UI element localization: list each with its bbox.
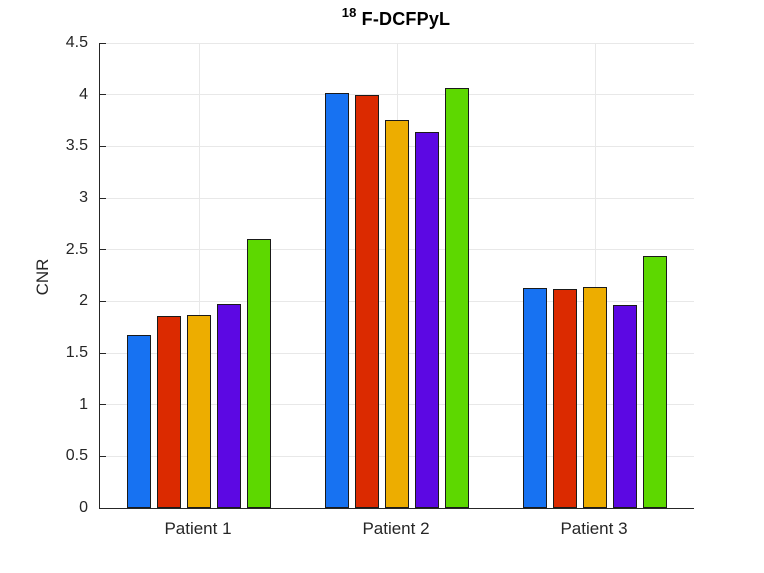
x-tick-label: Patient 1 [164, 519, 232, 538]
title-text: F-DCFPyL [361, 9, 451, 29]
title-superscript: 18 [341, 5, 357, 20]
plot-area [99, 42, 694, 509]
x-gridline [198, 43, 200, 508]
y-tick-label: 4.5 [65, 34, 88, 51]
bar-series-5-green [445, 88, 469, 508]
y-tick-mark [100, 352, 106, 354]
bar-series-3-orange [187, 315, 211, 508]
chart-title: 18 F-DCFPyL [99, 5, 693, 30]
bar-series-2-red [355, 95, 379, 508]
y-tick-mark [100, 300, 106, 302]
y-tick-mark [100, 197, 106, 199]
y-tick-label: 2 [79, 292, 88, 310]
y-tick-label: 2.5 [65, 240, 88, 258]
y-tick-label: 1 [79, 395, 88, 413]
x-tick-label: Patient 3 [560, 519, 628, 538]
bar-series-2-red [553, 289, 577, 508]
bar-series-3-orange [385, 120, 409, 508]
y-tick-mark [100, 404, 106, 406]
bar-series-3-orange [583, 287, 607, 508]
y-tick-label: 3.5 [65, 137, 88, 155]
bar-series-1-blue [127, 335, 151, 508]
bar-series-4-purple [613, 305, 637, 508]
y-tick-label: 0.5 [65, 447, 88, 465]
bar-series-2-red [157, 316, 181, 508]
y-tick-label: 4 [79, 85, 88, 103]
y-tick-mark [100, 455, 106, 457]
bar-series-1-blue [325, 93, 349, 508]
y-tick-label: 3 [79, 189, 88, 206]
x-tick-label: Patient 2 [362, 519, 430, 538]
y-tick-label: 1.5 [65, 344, 88, 361]
x-gridline [594, 43, 596, 508]
bar-series-5-green [247, 239, 271, 508]
y-tick-mark [100, 145, 106, 147]
bar-series-4-purple [415, 132, 439, 508]
y-tick-mark [100, 94, 106, 96]
y-tick-mark [100, 249, 106, 251]
y-axis-label: CNR [33, 258, 52, 296]
y-tick-label: 0 [79, 499, 88, 516]
y-tick-mark [100, 42, 106, 44]
bar-series-4-purple [217, 304, 241, 508]
bar-series-5-green [643, 256, 667, 508]
bar-series-1-blue [523, 288, 547, 508]
